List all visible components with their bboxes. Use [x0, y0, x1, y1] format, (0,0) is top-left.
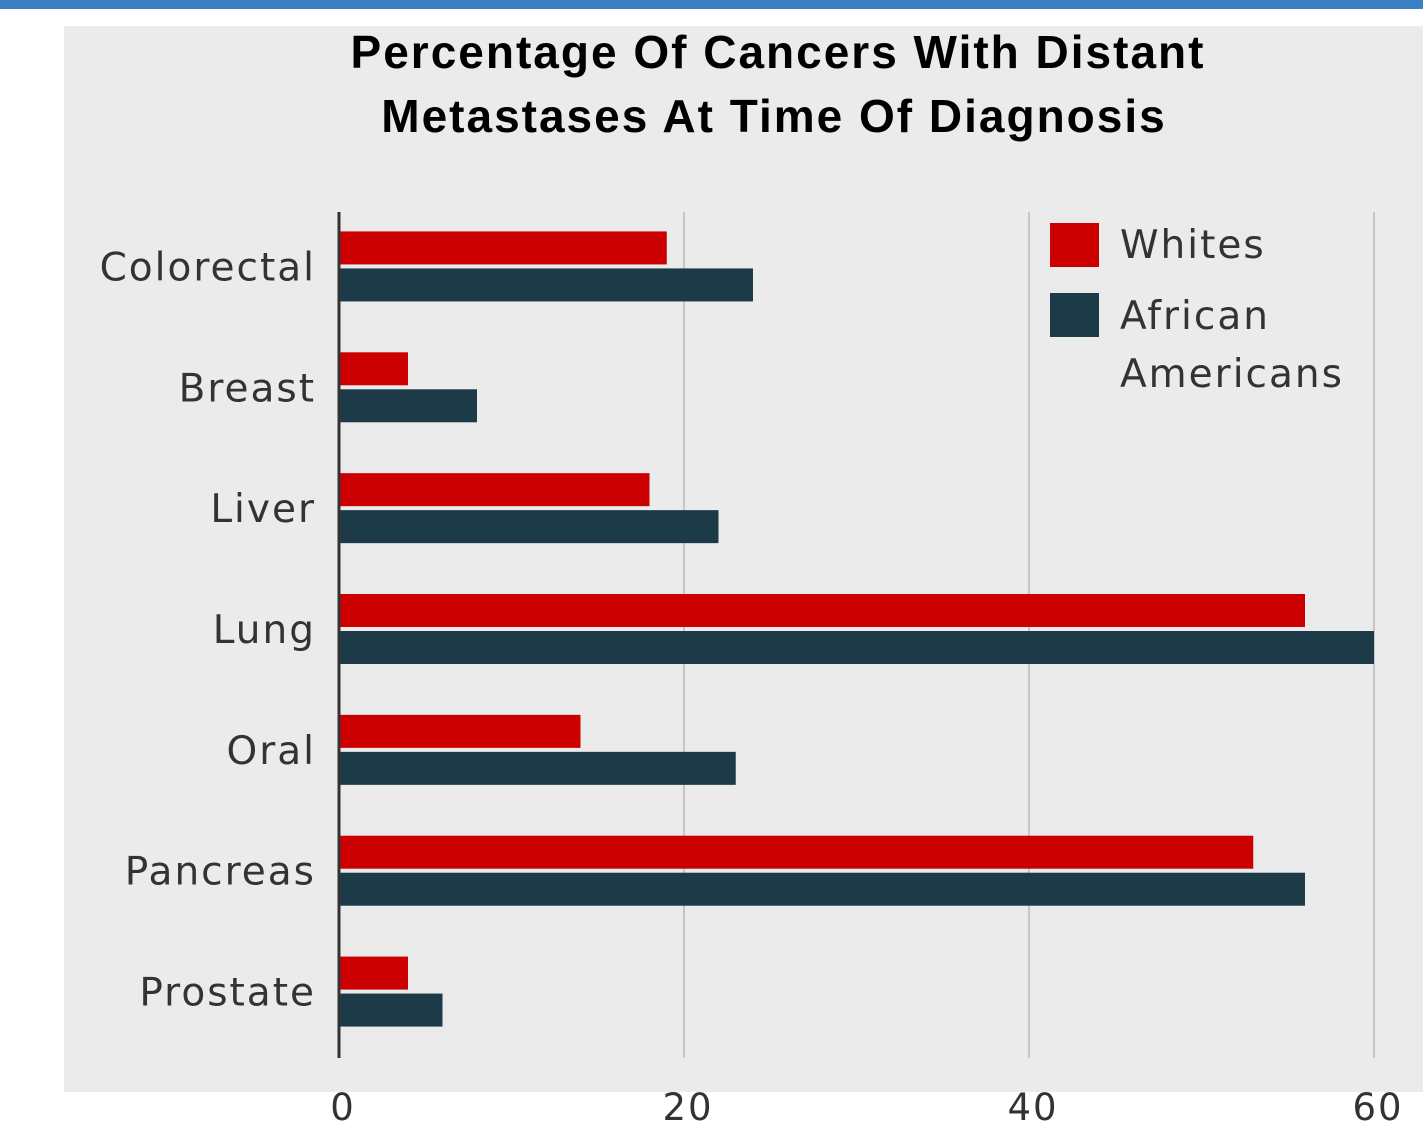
legend: Whites African Americans — [1050, 223, 1344, 397]
bar-breast-african-americans — [339, 389, 477, 423]
x-tick-label-40: 40 — [1007, 1086, 1058, 1121]
category-label-lung: Lung — [213, 608, 316, 653]
bar-lung-whites — [339, 594, 1305, 627]
legend-swatch-african-americans — [1050, 293, 1099, 337]
bars — [339, 231, 1374, 1027]
bar-pancreas-whites — [339, 835, 1254, 869]
x-tick-label-20: 20 — [662, 1086, 713, 1121]
category-label-prostate: Prostate — [139, 971, 316, 1016]
legend-swatch-whites — [1050, 223, 1099, 267]
bar-colorectal-african-americans — [339, 268, 753, 302]
x-tick-labels: 0 20 40 60 — [330, 1086, 1403, 1121]
bar-prostate-african-americans — [339, 993, 443, 1027]
chart-title: Percentage Of Cancers With Distant Metas… — [351, 26, 1206, 142]
bar-colorectal-whites — [339, 231, 667, 265]
legend-label-african-americans-line-1: African — [1120, 294, 1270, 339]
bar-liver-african-americans — [339, 510, 719, 544]
category-label-liver: Liver — [210, 487, 316, 532]
category-label-breast: Breast — [179, 366, 316, 411]
legend-label-whites: Whites — [1120, 223, 1266, 268]
chart-title-line-1: Percentage Of Cancers With Distant — [351, 26, 1206, 78]
bar-breast-whites — [339, 352, 408, 386]
category-label-colorectal: Colorectal — [100, 245, 316, 290]
category-label-oral: Oral — [227, 729, 316, 774]
x-tick-label-0: 0 — [330, 1086, 356, 1121]
top-stripe — [0, 0, 1423, 9]
category-labels: Colorectal Breast Liver Lung Oral Pancreas Pro… — [100, 245, 316, 1016]
legend-label-african-americans-line-2: Americans — [1120, 352, 1344, 397]
chart-title-line-2: Metastases At Time Of Diagnosis — [381, 90, 1166, 142]
chart-background — [64, 26, 1423, 1092]
bar-liver-whites — [339, 473, 650, 507]
x-tick-label-60: 60 — [1352, 1086, 1403, 1121]
bar-pancreas-african-americans — [339, 872, 1305, 906]
bar-prostate-whites — [339, 956, 408, 990]
bar-oral-african-americans — [339, 751, 736, 785]
bar-lung-african-americans — [339, 631, 1374, 664]
bar-oral-whites — [339, 714, 581, 748]
category-label-pancreas: Pancreas — [125, 850, 316, 895]
